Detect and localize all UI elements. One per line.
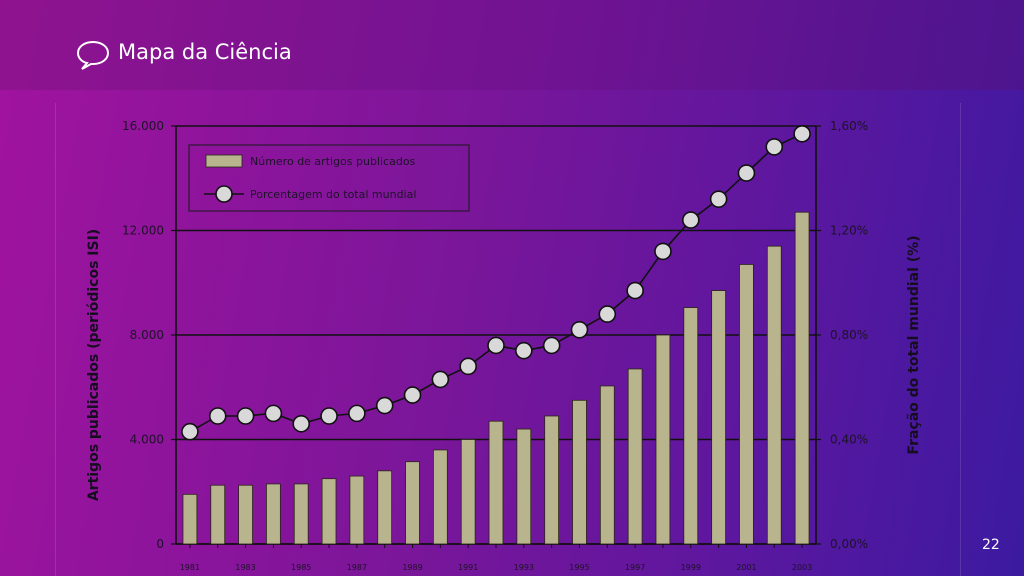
bar (266, 483, 281, 545)
line-point (264, 404, 283, 423)
x-tick-label: 1981 (180, 563, 200, 572)
line-point (515, 341, 533, 360)
bar (405, 461, 420, 545)
page-title: Mapa da Ciência (118, 40, 292, 64)
bar (432, 449, 448, 545)
line-point (459, 357, 477, 376)
x-tick-label: 1985 (291, 563, 311, 572)
x-tick-label: 1999 (681, 563, 701, 572)
left-tick-label: 8.000 (130, 328, 164, 342)
line-point (626, 281, 644, 300)
left-tick-label: 4.000 (130, 433, 164, 447)
line-point (793, 125, 811, 143)
bar (766, 245, 782, 545)
x-tick-label: 1989 (402, 563, 422, 572)
line-point (208, 407, 227, 425)
line-point (570, 320, 589, 339)
legend-label-bars: Número de artigos publicados (250, 155, 416, 168)
bar (711, 290, 726, 545)
bar (516, 428, 532, 545)
x-tick-label: 1983 (235, 563, 255, 572)
line-point (654, 242, 672, 261)
left-tick-label: 0 (156, 537, 164, 551)
line-point (709, 190, 728, 208)
bar (460, 439, 476, 545)
right-tick-label: 1,60% (830, 119, 868, 133)
x-tick-label: 1991 (458, 563, 478, 572)
line-point (765, 138, 784, 156)
right-tick-label: 0,00% (830, 537, 868, 551)
x-tick-label: 2001 (736, 563, 756, 572)
page-number: 22 (982, 537, 1000, 553)
line-point (375, 396, 394, 415)
line-point (598, 305, 617, 323)
bar (739, 264, 754, 545)
x-tick-label: 1997 (625, 563, 645, 572)
bar (794, 211, 810, 545)
x-tick-label: 1995 (569, 563, 589, 572)
legend-marker-swatch (215, 185, 233, 203)
x-tick-label: 2003 (792, 563, 812, 572)
line-point (403, 386, 422, 404)
speech-bubble-icon (76, 40, 110, 70)
line-point (487, 336, 505, 355)
line-point (737, 164, 756, 182)
right-axis-label: Fração do total mundial (%) (906, 235, 922, 454)
right-tick-label: 1,20% (830, 224, 868, 238)
line-point (320, 407, 338, 425)
bar (293, 483, 309, 545)
bar (627, 368, 643, 545)
line-point (181, 422, 199, 441)
right-tick-label: 0,40% (830, 433, 868, 447)
legend-label-line: Porcentagem do total mundial (250, 188, 416, 201)
line-point (236, 407, 255, 425)
bar (349, 475, 365, 545)
bar (238, 484, 253, 545)
bar (683, 307, 699, 545)
bar (655, 334, 671, 545)
header-bar: Mapa da Ciência (0, 0, 1024, 90)
bar (572, 399, 587, 545)
x-tick-label: 1993 (514, 563, 534, 572)
left-axis-label: Artigos publicados (periódicos ISI) (86, 229, 102, 501)
legend-bar-swatch (205, 154, 243, 168)
x-tick-label: 1987 (347, 563, 367, 572)
content-panel (55, 103, 961, 576)
line-point (542, 336, 561, 355)
bar (182, 493, 198, 545)
bar (210, 484, 226, 545)
bar (599, 385, 615, 545)
bar (544, 415, 560, 545)
right-tick-label: 0,80% (830, 328, 868, 342)
line-point (681, 211, 700, 229)
line-point (292, 415, 311, 433)
line-point (431, 370, 450, 389)
left-tick-label: 12.000 (122, 224, 164, 238)
bar (488, 420, 504, 545)
series-line (189, 133, 803, 433)
bar (377, 470, 393, 545)
left-tick-label: 16.000 (122, 119, 164, 133)
bar (321, 478, 337, 545)
line-point (348, 404, 366, 423)
legend-box (188, 144, 470, 212)
